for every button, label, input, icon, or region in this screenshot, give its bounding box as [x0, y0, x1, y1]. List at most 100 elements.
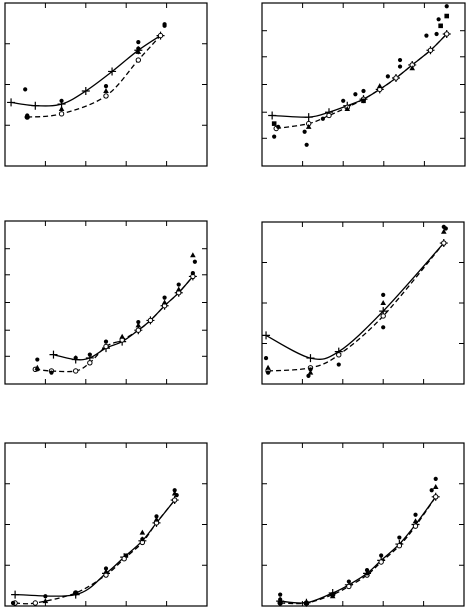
marker-open-circle — [393, 75, 399, 81]
marker-dot — [433, 476, 438, 481]
marker-plus — [81, 87, 90, 96]
marker-dot — [192, 259, 197, 264]
marker-triangle — [376, 83, 383, 89]
marker-triangle — [103, 88, 109, 94]
marker-triangle — [135, 322, 142, 328]
marker-open-circle — [147, 317, 154, 324]
marker-open-circle — [380, 313, 386, 319]
marker-triangle — [135, 48, 142, 54]
marker-dot — [87, 352, 92, 357]
series-line-solid — [15, 499, 176, 597]
marker-dot — [306, 373, 311, 378]
marker-dot — [381, 292, 386, 297]
marker-dot — [103, 84, 109, 89]
marker-dot — [25, 115, 30, 120]
series-line-dashed — [35, 275, 194, 373]
marker-dot — [341, 98, 346, 103]
marker-dot — [59, 98, 64, 103]
marker-dot — [272, 134, 277, 139]
marker-open-circle — [32, 600, 38, 606]
marker-triangle — [139, 529, 146, 535]
marker-dot — [10, 600, 16, 606]
chart-panel-bottom-left — [4, 442, 208, 607]
series-line-solid — [53, 275, 194, 361]
marker-dot — [35, 357, 40, 362]
marker-plus — [11, 590, 20, 599]
marker-dot — [23, 87, 28, 92]
marker-dot — [353, 92, 358, 97]
marker-dot — [397, 535, 402, 540]
chart-panel-middle-left — [4, 220, 208, 385]
marker-open-circle — [396, 542, 403, 549]
marker-dot — [278, 597, 283, 602]
series-line-dashed — [27, 35, 161, 118]
marker-dot — [136, 319, 141, 325]
marker-dot — [364, 568, 370, 573]
marker-dot — [43, 594, 48, 599]
marker-triangle — [171, 490, 178, 496]
chart-panel-top-right — [261, 2, 466, 167]
marker-open-circle — [346, 583, 352, 590]
marker-triangle — [364, 570, 370, 576]
marker-open-circle — [336, 352, 342, 358]
marker-dot — [429, 488, 434, 493]
marker-open-circle — [103, 93, 109, 99]
marker-triangle — [441, 228, 447, 234]
marker-dot — [136, 40, 141, 45]
marker-plus — [31, 101, 40, 110]
marker-filled-square — [444, 13, 450, 19]
marker-open-circle — [135, 327, 142, 333]
marker-dot — [379, 553, 384, 558]
marker-triangle — [305, 123, 312, 129]
series-line-solid — [280, 496, 437, 604]
marker-plus — [49, 350, 58, 359]
marker-plus — [268, 111, 277, 120]
marker-triangle — [190, 252, 196, 258]
marker-dot — [397, 57, 403, 63]
marker-triangle — [329, 593, 336, 599]
marker-open-circle — [427, 47, 434, 53]
marker-dot — [385, 74, 390, 79]
marker-triangle — [34, 364, 41, 370]
chart-panel-top-left — [4, 2, 208, 167]
marker-triangle — [380, 300, 386, 305]
series-line-dashed — [280, 496, 437, 605]
chart-panel-bottom-right — [261, 442, 465, 607]
marker-dot — [413, 512, 418, 517]
marker-triangle — [409, 65, 416, 71]
marker-triangle — [265, 364, 271, 370]
marker-triangle — [307, 369, 314, 375]
marker-dot — [265, 370, 271, 375]
marker-triangle — [175, 286, 182, 292]
marker-dot — [124, 553, 129, 558]
marker-dot — [103, 339, 109, 344]
marker-open-circle — [87, 360, 93, 366]
marker-open-circle — [412, 523, 419, 529]
marker-dot — [140, 537, 145, 542]
marker-plus — [108, 67, 117, 76]
plot-frame — [261, 221, 465, 385]
marker-dot — [424, 33, 429, 38]
series-line-solid — [272, 33, 448, 118]
series-line-solid — [11, 35, 161, 107]
marker-dot — [263, 355, 269, 361]
marker-triangle — [412, 518, 419, 524]
plot-frame — [261, 442, 465, 607]
marker-open-circle — [444, 31, 450, 37]
marker-triangle — [58, 105, 65, 111]
marker-dot — [154, 514, 159, 519]
marker-dot — [436, 17, 441, 22]
marker-triangle — [303, 600, 310, 605]
marker-triangle — [344, 105, 351, 111]
marker-triangle — [103, 568, 109, 574]
marker-dot — [320, 116, 325, 121]
marker-open-circle — [103, 343, 109, 350]
marker-open-circle — [171, 497, 178, 503]
marker-dot — [162, 23, 167, 28]
marker-triangle — [119, 333, 125, 339]
marker-plus — [7, 98, 16, 107]
marker-triangle — [153, 516, 160, 522]
marker-dot — [49, 370, 54, 375]
marker-dot — [434, 31, 439, 37]
marker-dot — [443, 226, 448, 231]
